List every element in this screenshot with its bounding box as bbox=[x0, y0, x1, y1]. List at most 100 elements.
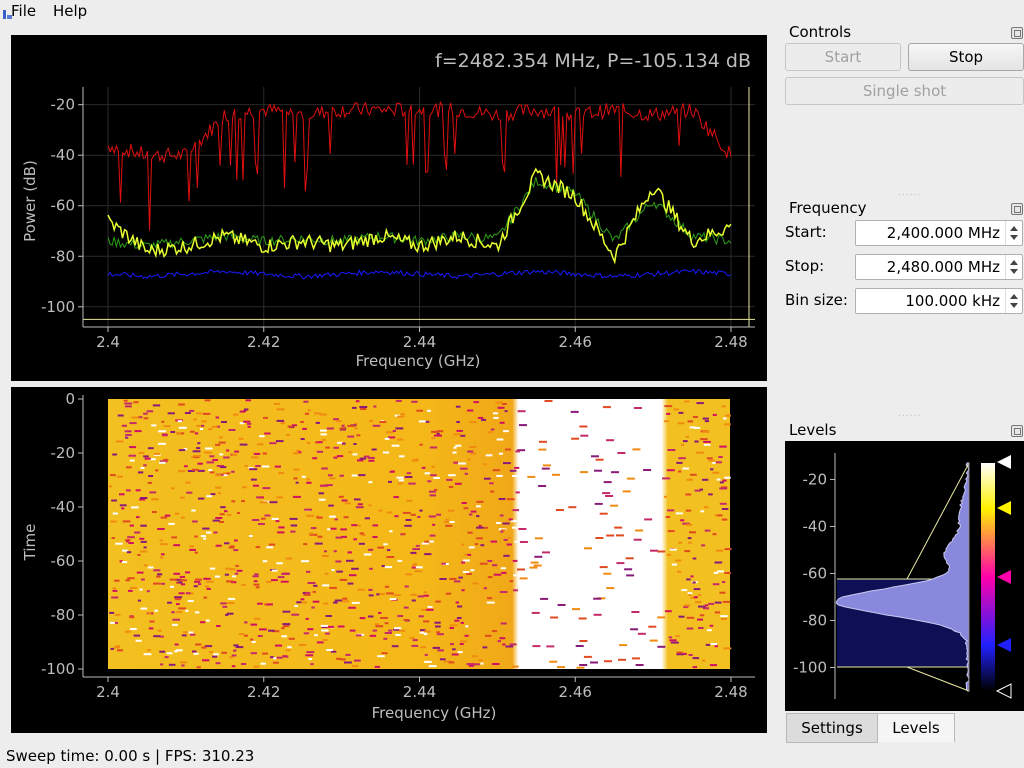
stepper-down-icon[interactable] bbox=[1010, 269, 1018, 274]
heatmap-cell bbox=[180, 583, 186, 586]
gradient-tick-white-icon[interactable] bbox=[997, 455, 1011, 469]
heatmap-cell bbox=[394, 515, 399, 518]
heatmap-cell bbox=[176, 432, 182, 435]
heatmap-cell bbox=[219, 436, 223, 439]
heatmap-cell bbox=[449, 577, 457, 580]
heatmap-cell bbox=[539, 440, 547, 443]
heatmap-cell bbox=[703, 443, 711, 446]
stepper-up-icon[interactable] bbox=[1010, 294, 1018, 299]
heatmap-cell bbox=[320, 433, 327, 436]
heatmap-cell bbox=[506, 498, 515, 501]
gradient-tick-yellow-icon[interactable] bbox=[997, 501, 1011, 515]
splitter-handle[interactable]: ...... bbox=[898, 188, 922, 198]
heatmap-cell bbox=[571, 437, 580, 440]
splitter-handle[interactable]: ...... bbox=[898, 409, 922, 419]
heatmap-cell bbox=[241, 583, 246, 586]
heatmap-cell bbox=[476, 526, 484, 529]
heatmap-cell bbox=[469, 445, 477, 448]
x-tick-label: 2.48 bbox=[714, 333, 747, 351]
heatmap-cell bbox=[238, 437, 244, 440]
gradient-tick-blue-icon[interactable] bbox=[997, 638, 1011, 652]
spectrum-chart[interactable]: f=2482.354 MHz, P=-105.134 dB 2.4 2.42 2.4… bbox=[11, 35, 767, 381]
heatmap-cell bbox=[253, 583, 260, 586]
heatmap-cell bbox=[192, 450, 201, 453]
levels-float-icon[interactable] bbox=[1011, 425, 1023, 437]
heatmap-cell bbox=[335, 536, 342, 539]
gradient-tick-black-icon[interactable] bbox=[995, 683, 1012, 699]
heatmap-cell bbox=[206, 531, 212, 534]
heatmap-cell bbox=[541, 467, 550, 470]
heatmap-cell bbox=[240, 663, 247, 665]
heatmap-cell bbox=[231, 654, 237, 657]
heatmap-cell bbox=[676, 651, 683, 654]
heatmap-cell bbox=[386, 431, 394, 434]
waterfall-chart[interactable]: 2.4 2.42 2.44 2.46 2.48 0 -20 -40 -60 -80 -100 Fre… bbox=[11, 387, 767, 733]
heatmap-cell bbox=[146, 590, 150, 593]
tab-settings[interactable]: Settings bbox=[786, 713, 878, 743]
heatmap-cell bbox=[493, 416, 499, 419]
colormap-gradient-bar[interactable] bbox=[981, 463, 995, 691]
heatmap-cell bbox=[347, 551, 352, 554]
stepper-up-icon[interactable] bbox=[1010, 260, 1018, 265]
waterfall-plot[interactable]: 2.4 2.42 2.44 2.46 2.48 0 -20 -40 -60 -80 -100 Fre… bbox=[11, 387, 767, 733]
levels-histogram[interactable]: -20 -40 -60 -80 -100 bbox=[785, 441, 1024, 711]
heatmap-cell bbox=[570, 410, 579, 413]
heatmap-cell bbox=[313, 584, 318, 587]
heatmap-cell bbox=[724, 476, 731, 479]
start-button[interactable]: Start bbox=[785, 43, 901, 71]
heatmap-cell bbox=[278, 526, 285, 529]
bin-size-stepper[interactable] bbox=[1005, 289, 1022, 313]
levels-histogram-panel[interactable]: -20 -40 -60 -80 -100 bbox=[785, 441, 1024, 711]
spectrum-plot[interactable]: f=2482.354 MHz, P=-105.134 dB 2.4 2.42 2.4… bbox=[11, 35, 767, 381]
heatmap-cell bbox=[391, 444, 400, 447]
single-shot-button[interactable]: Single shot bbox=[785, 77, 1024, 105]
heatmap-cell bbox=[140, 607, 148, 610]
heatmap-cell bbox=[424, 630, 431, 633]
heatmap-cell bbox=[625, 557, 634, 560]
heatmap-cell bbox=[599, 566, 608, 569]
heatmap-cell bbox=[375, 625, 384, 628]
heatmap-cell bbox=[243, 420, 251, 423]
stepper-down-icon[interactable] bbox=[1010, 303, 1018, 308]
help-menu[interactable]: Help bbox=[53, 2, 88, 20]
stepper-up-icon[interactable] bbox=[1010, 226, 1018, 231]
heatmap-cell bbox=[125, 579, 130, 582]
heatmap-cell bbox=[202, 527, 210, 530]
heatmap-cell bbox=[239, 443, 248, 446]
y-tick-label: -100 bbox=[41, 298, 75, 316]
heatmap-cell bbox=[196, 412, 202, 415]
bin-size-input[interactable]: 100.000 kHz bbox=[855, 288, 1023, 314]
y-tick-label: -100 bbox=[41, 660, 75, 678]
heatmap-cell bbox=[369, 567, 373, 570]
heatmap-cell bbox=[464, 634, 469, 637]
heatmap-cell bbox=[346, 559, 354, 562]
tab-levels[interactable]: Levels bbox=[877, 713, 955, 742]
heatmap-cell bbox=[445, 592, 452, 595]
file-menu[interactable]: File bbox=[11, 2, 37, 20]
x-tick-label: 2.42 bbox=[247, 683, 280, 701]
stop-button[interactable]: Stop bbox=[908, 43, 1024, 71]
waterfall-y-label: Time bbox=[21, 524, 39, 562]
heatmap-cell bbox=[325, 632, 330, 635]
heatmap-cell bbox=[643, 469, 652, 471]
heatmap-cell bbox=[306, 481, 312, 484]
heatmap-cell bbox=[484, 526, 489, 529]
stop-freq-stepper[interactable] bbox=[1005, 255, 1022, 279]
heatmap-cell bbox=[197, 442, 201, 445]
start-freq-stepper[interactable] bbox=[1005, 221, 1022, 245]
heatmap-cell bbox=[245, 399, 252, 402]
controls-float-icon[interactable] bbox=[1011, 27, 1023, 39]
heatmap-cell bbox=[157, 629, 162, 632]
y-tick-label: -80 bbox=[51, 247, 76, 265]
heatmap-cell bbox=[684, 400, 690, 403]
heatmap-cell bbox=[538, 485, 547, 487]
heatmap-cell bbox=[384, 585, 390, 588]
gradient-tick-magenta-icon[interactable] bbox=[997, 570, 1011, 584]
frequency-float-icon[interactable] bbox=[1011, 203, 1023, 215]
stepper-down-icon[interactable] bbox=[1010, 235, 1018, 240]
heatmap-cell bbox=[455, 405, 461, 408]
heatmap-cell bbox=[451, 653, 459, 656]
stop-freq-input[interactable]: 2,480.000 MHz bbox=[855, 254, 1023, 280]
start-freq-input[interactable]: 2,400.000 MHz bbox=[855, 220, 1023, 246]
heatmap-cell bbox=[414, 570, 423, 573]
